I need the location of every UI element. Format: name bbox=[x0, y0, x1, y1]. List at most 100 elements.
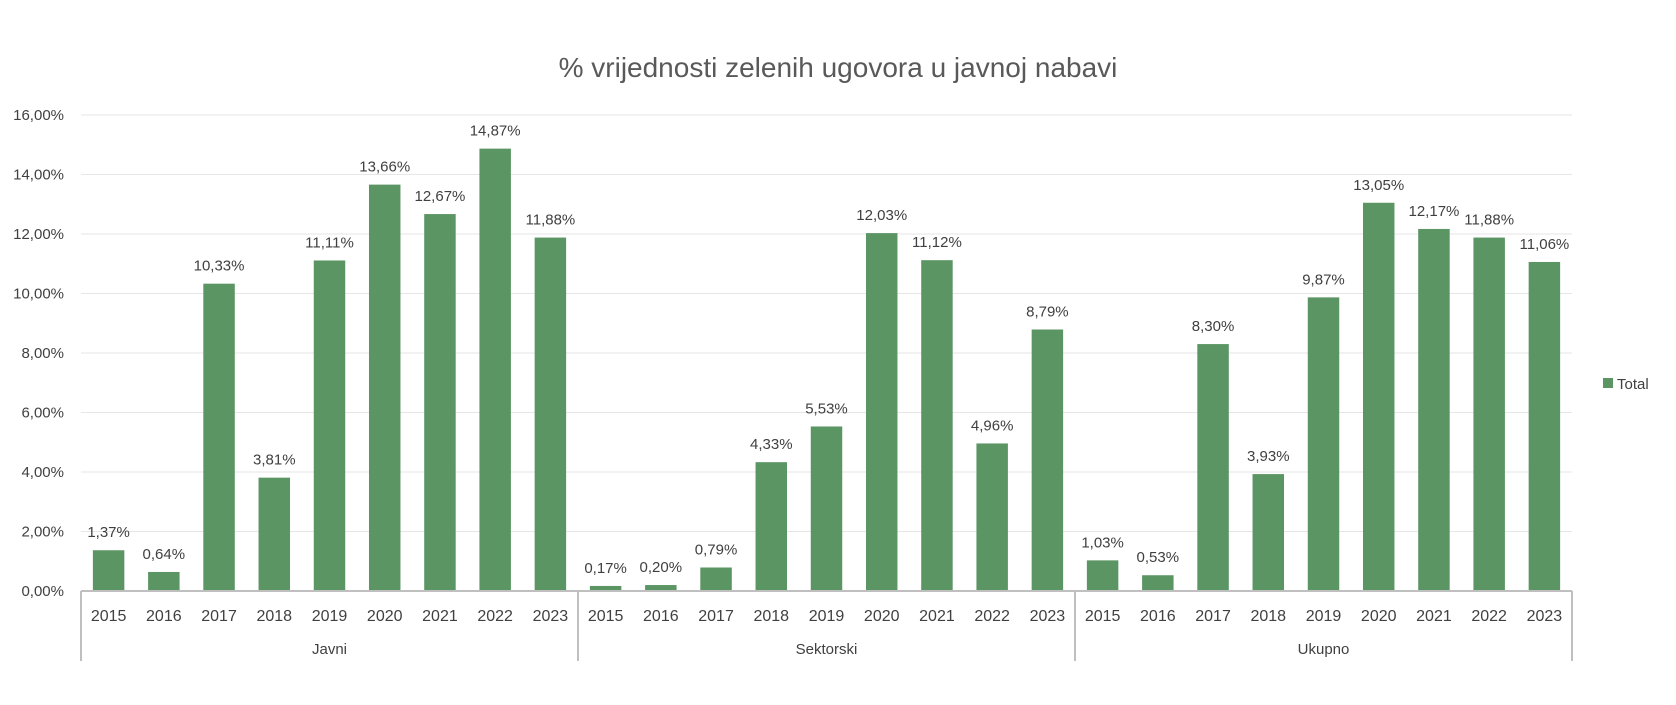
data-label: 10,33% bbox=[194, 258, 245, 275]
bar bbox=[755, 462, 788, 591]
data-label: 1,03% bbox=[1081, 534, 1124, 551]
x-tick-label: 2016 bbox=[1140, 608, 1176, 625]
data-label: 14,87% bbox=[470, 123, 521, 140]
data-label: 9,87% bbox=[1302, 271, 1345, 288]
bar bbox=[534, 237, 567, 591]
x-tick-label: 2023 bbox=[1527, 608, 1563, 625]
x-tick-label: 2020 bbox=[864, 608, 900, 625]
x-tick-label: 2018 bbox=[1250, 608, 1286, 625]
data-label: 12,67% bbox=[415, 188, 466, 205]
x-tick-label: 2023 bbox=[1030, 608, 1066, 625]
y-tick-label: 0,00% bbox=[21, 583, 64, 600]
x-tick-label: 2015 bbox=[91, 608, 127, 625]
data-label: 11,11% bbox=[305, 234, 354, 251]
x-tick-label: 2022 bbox=[477, 608, 513, 625]
bar bbox=[645, 585, 677, 591]
x-tick-label: 2015 bbox=[588, 608, 624, 625]
data-labels: 1,37% 0,64% 10,33% 3,81% 11,11% 13,66% 12,67% 1… bbox=[87, 123, 1569, 577]
legend-label: Total bbox=[1617, 376, 1649, 393]
bar bbox=[92, 550, 125, 591]
x-tick-label: 2019 bbox=[312, 608, 348, 625]
y-tick-label: 12,00% bbox=[13, 226, 64, 243]
group-label: Javni bbox=[312, 641, 347, 658]
bar bbox=[1086, 560, 1119, 591]
data-label: 5,53% bbox=[805, 400, 848, 417]
legend: Total bbox=[1603, 376, 1649, 393]
x-tick-label: 2018 bbox=[753, 608, 789, 625]
bar bbox=[589, 585, 622, 591]
bar bbox=[1473, 237, 1505, 591]
data-label: 11,12% bbox=[912, 234, 962, 251]
bar bbox=[1418, 228, 1450, 591]
data-label: 4,96% bbox=[971, 417, 1014, 434]
bars bbox=[92, 148, 1561, 592]
bar bbox=[424, 214, 456, 591]
x-tick-label: 2021 bbox=[422, 608, 458, 625]
x-tick-label: 2022 bbox=[974, 608, 1010, 625]
y-tick-label: 4,00% bbox=[21, 464, 64, 481]
y-tick-label: 8,00% bbox=[21, 345, 64, 362]
data-label: 0,64% bbox=[143, 546, 186, 563]
x-tick-label: 2015 bbox=[1085, 608, 1121, 625]
bar bbox=[976, 443, 1008, 591]
data-label: 1,37% bbox=[87, 524, 130, 541]
data-label: 3,93% bbox=[1247, 448, 1290, 465]
bar bbox=[203, 283, 235, 591]
bar bbox=[1142, 575, 1174, 591]
bar bbox=[258, 477, 291, 591]
data-label: 0,17% bbox=[584, 560, 627, 577]
bar bbox=[148, 571, 180, 591]
x-tick-label: 2016 bbox=[146, 608, 182, 625]
data-label: 0,53% bbox=[1137, 549, 1180, 566]
y-axis: 0,00% 2,00% 4,00% 6,00% 8,00% 10,00% 12,00% 14,… bbox=[13, 107, 64, 600]
data-label: 11,88% bbox=[526, 212, 576, 229]
data-label: 13,66% bbox=[359, 159, 410, 176]
y-tick-label: 14,00% bbox=[13, 167, 64, 184]
y-tick-label: 2,00% bbox=[21, 524, 64, 541]
x-tick-label: 2021 bbox=[1416, 608, 1452, 625]
data-label: 3,81% bbox=[253, 452, 296, 469]
chart-title: % vrijednosti zelenih ugovora u javnoj n… bbox=[558, 52, 1118, 83]
x-tick-label: 2020 bbox=[1361, 608, 1397, 625]
data-label: 0,20% bbox=[640, 559, 683, 576]
bar bbox=[921, 260, 953, 591]
x-tick-label: 2017 bbox=[1195, 608, 1231, 625]
bar bbox=[700, 567, 732, 591]
data-label: 4,33% bbox=[750, 436, 793, 453]
data-label: 12,03% bbox=[856, 207, 907, 224]
legend-swatch bbox=[1603, 378, 1613, 388]
bar bbox=[1252, 474, 1285, 591]
bar bbox=[810, 426, 843, 591]
bar bbox=[1362, 202, 1395, 591]
bar bbox=[479, 148, 511, 591]
x-axis: 2015 2016 2017 2018 2019 2020 2021 2022 2023 Javn… bbox=[80, 590, 1573, 661]
bar bbox=[1528, 261, 1561, 591]
x-tick-label: 2019 bbox=[809, 608, 845, 625]
y-tick-label: 6,00% bbox=[21, 405, 64, 422]
data-label: 12,17% bbox=[1409, 203, 1460, 220]
group-label: Ukupno bbox=[1298, 641, 1350, 658]
x-tick-label: 2021 bbox=[919, 608, 955, 625]
x-tick-label: 2020 bbox=[367, 608, 403, 625]
bar bbox=[1307, 297, 1340, 591]
x-tick-label: 2023 bbox=[533, 608, 569, 625]
bar bbox=[1031, 329, 1064, 591]
bar bbox=[313, 260, 346, 591]
x-tick-label: 2019 bbox=[1306, 608, 1342, 625]
data-label: 11,88% bbox=[1464, 212, 1514, 229]
data-label: 11,06% bbox=[1520, 236, 1570, 253]
data-label: 8,30% bbox=[1192, 318, 1235, 335]
data-label: 0,79% bbox=[695, 541, 738, 558]
data-label: 13,05% bbox=[1353, 177, 1404, 194]
bar bbox=[1197, 344, 1229, 591]
bar bbox=[865, 233, 898, 592]
x-tick-label: 2016 bbox=[643, 608, 679, 625]
group-label: Sektorski bbox=[796, 641, 858, 658]
x-tick-label: 2017 bbox=[201, 608, 237, 625]
y-tick-label: 10,00% bbox=[13, 286, 64, 303]
y-tick-label: 16,00% bbox=[13, 107, 64, 124]
x-tick-label: 2017 bbox=[698, 608, 734, 625]
x-tick-label: 2018 bbox=[256, 608, 292, 625]
data-label: 8,79% bbox=[1026, 303, 1069, 320]
